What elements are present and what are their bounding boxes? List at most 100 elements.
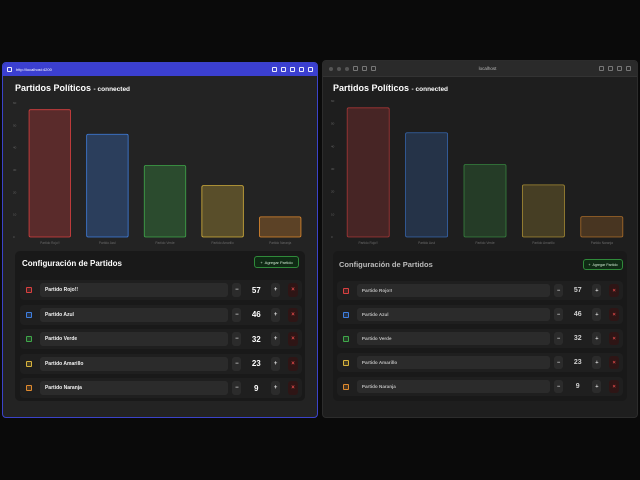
shield-icon[interactable] [371, 66, 376, 71]
bar-0 [346, 107, 390, 238]
increment-button[interactable]: + [592, 284, 602, 297]
party-value: 9 [575, 383, 580, 390]
x-tick-label: Partido Naranja [591, 241, 613, 245]
party-name-input[interactable]: Partido Azul [39, 307, 229, 322]
increment-button[interactable]: + [271, 307, 281, 322]
bar-1 [86, 133, 129, 238]
party-row: Partido Verde − 32 + × [337, 329, 623, 348]
delete-party-button[interactable]: × [288, 332, 299, 346]
increment-button[interactable]: + [592, 356, 602, 369]
party-value: 57 [573, 287, 582, 294]
party-row: Partido Rojo!! −57 + × [20, 280, 302, 300]
delete-party-button[interactable]: × [609, 284, 620, 297]
new-tab-icon[interactable] [617, 66, 622, 71]
color-swatch[interactable] [26, 385, 32, 391]
color-swatch[interactable] [343, 359, 349, 366]
color-swatch[interactable] [343, 287, 349, 294]
increment-button[interactable]: + [592, 380, 602, 393]
back-icon[interactable] [362, 66, 367, 71]
decrement-button[interactable]: − [554, 308, 564, 321]
delete-party-button[interactable]: × [609, 308, 620, 321]
party-row: Partido Amarillo − 23 + × [337, 353, 623, 372]
increment-button[interactable]: + [592, 308, 602, 321]
color-swatch[interactable] [26, 287, 32, 293]
party-name-input[interactable]: Partido Rojo!! [39, 283, 229, 297]
y-tick-label: 20 [331, 190, 335, 194]
address-bar[interactable]: localhost [478, 66, 497, 71]
color-swatch[interactable] [343, 383, 349, 390]
y-tick-label: 10 [13, 213, 17, 217]
x-tick-label: Partido Verde [475, 241, 495, 245]
minimize-window-button[interactable] [337, 66, 341, 71]
decrement-button[interactable]: − [232, 307, 242, 322]
increment-button[interactable]: + [592, 332, 602, 345]
share-icon[interactable] [608, 66, 613, 71]
address-bar[interactable]: http://localhost:4200 [16, 67, 52, 72]
plus-icon: + [588, 262, 591, 267]
extension-icon[interactable] [299, 67, 304, 72]
decrement-button[interactable]: − [554, 356, 564, 369]
left-toolbar: http://localhost:4200 [3, 63, 317, 76]
y-tick-label: 30 [13, 168, 17, 172]
decrement-button[interactable]: − [554, 380, 564, 393]
settings-icon[interactable] [290, 67, 295, 72]
increment-button[interactable]: + [271, 356, 281, 371]
decrement-button[interactable]: − [554, 284, 564, 297]
party-row: Partido Naranja − 9 + × [337, 377, 623, 396]
delete-party-button[interactable]: × [609, 380, 620, 393]
delete-party-button[interactable]: × [288, 381, 299, 395]
increment-button[interactable]: + [271, 283, 281, 297]
delete-party-button[interactable]: × [609, 332, 620, 345]
delete-party-button[interactable]: × [288, 356, 299, 371]
delete-party-button[interactable]: × [288, 307, 299, 322]
camera-icon[interactable] [281, 67, 286, 72]
decrement-button[interactable]: − [232, 356, 242, 371]
edit-icon[interactable] [272, 67, 277, 72]
translate-icon[interactable] [599, 66, 604, 71]
party-name-input[interactable]: Partido Naranja [356, 380, 551, 393]
left-browser-window: http://localhost:4200 Partidos Políticos… [2, 62, 318, 418]
decrement-button[interactable]: − [232, 381, 242, 395]
decrement-button[interactable]: − [232, 283, 242, 297]
party-name-input[interactable]: Partido Rojo!! [356, 284, 551, 297]
y-tick-label: 20 [13, 190, 17, 194]
party-value: 32 [573, 335, 582, 342]
party-bar-chart: 0 10 20 30 40 50 60 Partido Rojo!! Partido Azul P… [331, 99, 624, 245]
party-name-input[interactable]: Partido Amarillo [356, 356, 551, 369]
info-icon[interactable] [7, 67, 12, 72]
party-name-input[interactable]: Partido Amarillo [39, 356, 229, 371]
party-value: 46 [251, 310, 261, 319]
maximize-window-button[interactable] [345, 66, 349, 71]
tabs-icon[interactable] [626, 66, 631, 71]
party-value: 32 [251, 334, 261, 344]
color-swatch[interactable] [26, 336, 32, 342]
color-swatch[interactable] [343, 311, 349, 318]
config-panel [15, 251, 305, 401]
party-name-input[interactable]: Partido Verde [356, 332, 551, 345]
page-title: Partidos Políticos - connected [15, 83, 131, 93]
menu-icon[interactable] [308, 67, 313, 72]
bar-4 [259, 216, 302, 238]
add-party-label: Agregar Partido [592, 262, 618, 267]
party-name-input[interactable]: Partido Azul [356, 308, 551, 321]
party-name-input[interactable]: Partido Verde [39, 332, 229, 346]
x-tick-label: Partido Rojo!! [40, 241, 59, 245]
color-swatch[interactable] [26, 311, 32, 318]
close-window-button[interactable] [329, 66, 333, 71]
delete-party-button[interactable]: × [609, 356, 620, 369]
increment-button[interactable]: + [271, 332, 281, 346]
add-party-button[interactable]: + Agregar Partido [583, 259, 623, 270]
party-name-input[interactable]: Partido Naranja [39, 381, 229, 395]
decrement-button[interactable]: − [554, 332, 564, 345]
add-party-button[interactable]: + Agregar Partido [254, 256, 299, 268]
bar-3 [201, 185, 244, 238]
color-swatch[interactable] [26, 360, 32, 367]
y-tick-label: 60 [13, 101, 17, 105]
increment-button[interactable]: + [271, 381, 281, 395]
sidebar-icon[interactable] [353, 66, 358, 71]
add-party-label: Agregar Partido [264, 259, 293, 265]
color-swatch[interactable] [343, 335, 349, 342]
decrement-button[interactable]: − [232, 332, 242, 346]
delete-party-button[interactable]: × [288, 283, 299, 297]
x-tick-label: Partido Rojo!! [359, 241, 378, 245]
